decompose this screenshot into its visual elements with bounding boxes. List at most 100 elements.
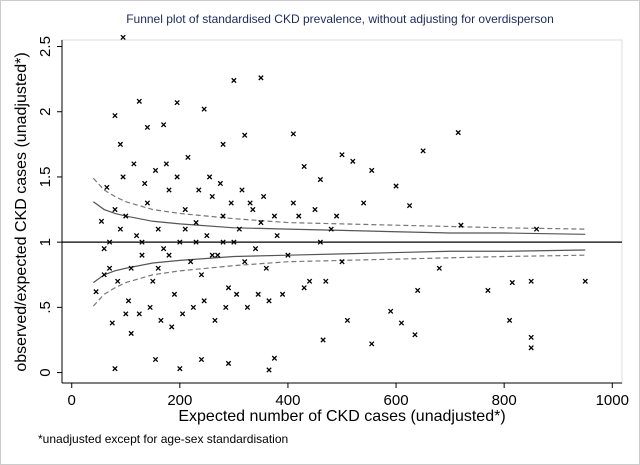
- point: [339, 259, 345, 265]
- point: [139, 252, 145, 258]
- point: [133, 232, 140, 239]
- point: [250, 206, 256, 213]
- point: [166, 187, 172, 193]
- point: [158, 317, 164, 324]
- point: [317, 239, 324, 245]
- point: [209, 252, 215, 258]
- point: [271, 355, 278, 361]
- point: [350, 158, 356, 164]
- point: [247, 200, 253, 206]
- x-tick-label: 400: [275, 392, 300, 409]
- point: [193, 219, 199, 226]
- point: [328, 226, 334, 232]
- point: [142, 180, 148, 187]
- point: [163, 161, 169, 167]
- point: [406, 202, 413, 209]
- point: [120, 34, 126, 41]
- point: [152, 167, 159, 174]
- point: [509, 279, 515, 286]
- point: [233, 291, 240, 297]
- point: [231, 77, 237, 84]
- point: [228, 200, 234, 206]
- point: [123, 213, 129, 219]
- point: [412, 332, 418, 338]
- point: [179, 311, 186, 317]
- point: [485, 287, 491, 294]
- x-axis-label: Expected number of CKD cases (unadjusted…: [178, 408, 505, 425]
- funnel-limit: [92, 249, 586, 284]
- funnel-limit: [92, 201, 586, 235]
- point: [220, 239, 226, 245]
- point: [160, 246, 167, 252]
- point: [182, 206, 188, 213]
- point: [301, 163, 307, 170]
- point: [117, 141, 124, 147]
- x-tick-label: 1000: [596, 392, 629, 409]
- funnel-limit: [92, 177, 586, 230]
- y-axis-label: observed/expected CKD cases (unadjusted*…: [13, 52, 30, 371]
- point: [528, 334, 534, 341]
- point: [420, 148, 426, 154]
- point: [266, 367, 272, 373]
- point: [455, 129, 461, 136]
- funnel-limit: [92, 254, 586, 307]
- point: [317, 176, 324, 183]
- point: [123, 311, 129, 317]
- point: [136, 311, 142, 317]
- point: [144, 200, 151, 206]
- point: [206, 174, 213, 180]
- point: [436, 265, 442, 271]
- point: [279, 291, 286, 297]
- point: [166, 252, 172, 258]
- point: [258, 219, 264, 226]
- point: [296, 213, 302, 219]
- point: [155, 265, 161, 271]
- point: [177, 239, 183, 245]
- point: [193, 239, 199, 245]
- point: [169, 324, 175, 330]
- point: [201, 106, 207, 112]
- point: [185, 154, 191, 161]
- point: [117, 226, 124, 232]
- point: [285, 252, 291, 258]
- point: [174, 99, 180, 106]
- point: [387, 308, 394, 314]
- point: [106, 265, 113, 271]
- x-tick-label: 600: [384, 392, 409, 409]
- plot-area: [61, 39, 623, 384]
- point: [369, 167, 375, 174]
- point: [528, 345, 534, 351]
- point: [528, 278, 534, 284]
- point: [320, 337, 326, 343]
- point: [217, 180, 224, 187]
- point: [260, 193, 267, 200]
- point: [198, 356, 205, 363]
- point: [223, 304, 229, 311]
- point: [150, 278, 156, 284]
- point: [225, 360, 232, 367]
- point: [398, 320, 405, 326]
- point: [115, 278, 121, 284]
- point: [128, 330, 134, 337]
- x-tick-label: 200: [167, 392, 192, 409]
- point: [139, 239, 145, 245]
- y-tick-label: .5: [37, 301, 54, 314]
- point: [128, 265, 134, 271]
- point: [155, 226, 161, 232]
- y-tick-label: 1: [37, 238, 54, 246]
- point: [160, 122, 167, 128]
- point: [258, 75, 264, 81]
- point: [220, 141, 226, 147]
- point: [204, 232, 210, 239]
- point: [415, 287, 421, 294]
- point: [360, 200, 367, 206]
- point: [196, 187, 202, 193]
- point: [339, 152, 345, 158]
- point: [109, 320, 115, 326]
- point: [263, 265, 269, 271]
- point: [290, 200, 297, 206]
- point: [112, 365, 118, 372]
- point: [136, 98, 142, 104]
- point: [215, 252, 221, 258]
